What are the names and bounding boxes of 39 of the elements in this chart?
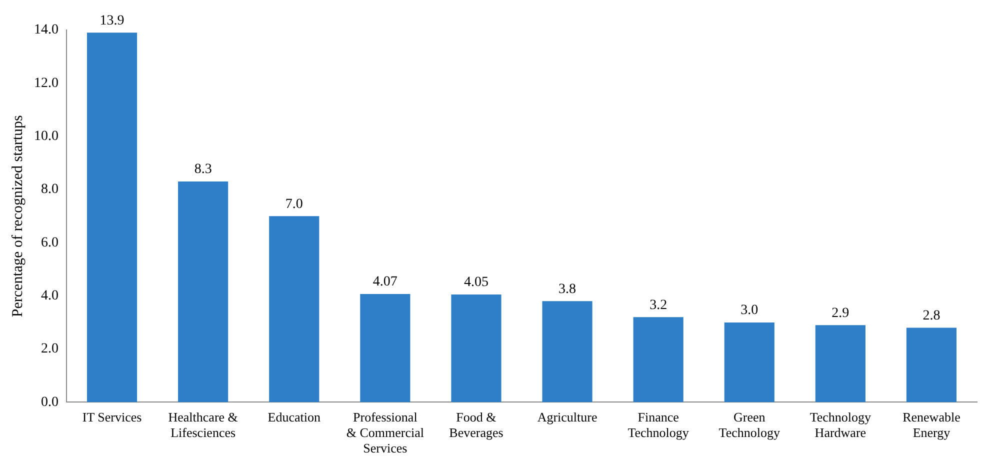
y-tick-label: 2.0 — [41, 342, 58, 357]
data-label: 2.8 — [922, 308, 940, 324]
bar — [815, 325, 866, 402]
x-tick-label: Professional & Commercial Services — [346, 409, 424, 456]
y-tick-label: 12.0 — [34, 76, 58, 91]
y-tick-label: 6.0 — [41, 235, 58, 250]
data-label: 4.07 — [372, 274, 398, 290]
data-label: 3.8 — [558, 282, 576, 297]
bar — [360, 294, 410, 402]
data-label: 7.0 — [285, 196, 303, 212]
x-tick-label: Finance Technology — [628, 409, 690, 440]
x-tick-label: Food & Beverages — [449, 409, 504, 440]
y-tick-label: 14.0 — [34, 22, 58, 38]
y-axis-title: Percentage of recognized startups — [10, 114, 26, 318]
y-tick-label: 8.0 — [41, 182, 58, 198]
bar — [633, 317, 684, 402]
bar — [86, 32, 138, 402]
x-tick-label: Healthcare & Lifesciences — [168, 409, 238, 440]
data-label: 3.2 — [650, 298, 668, 313]
bar — [542, 301, 592, 402]
data-label: 3.0 — [740, 303, 758, 318]
bar — [451, 294, 502, 402]
x-tick-label: Green Technology — [718, 409, 780, 440]
y-tick-label: 4.0 — [41, 288, 58, 304]
x-tick-label: Technology Hardware — [810, 409, 872, 440]
bar — [178, 182, 228, 402]
x-tick-label: IT Services — [82, 409, 142, 424]
y-tick-label: 0.0 — [41, 394, 58, 410]
x-tick-label: Education — [268, 409, 321, 424]
data-label: 13.9 — [100, 13, 124, 28]
data-label: 8.3 — [194, 162, 212, 178]
data-label: 4.05 — [464, 275, 488, 290]
bar — [906, 328, 957, 402]
x-tick-label: Renewable Energy — [902, 409, 961, 440]
bar — [269, 216, 320, 402]
bar — [724, 322, 774, 402]
data-label: 2.9 — [832, 306, 850, 321]
x-tick-label: Agriculture — [537, 409, 598, 424]
y-tick-label: 10.0 — [34, 129, 58, 144]
